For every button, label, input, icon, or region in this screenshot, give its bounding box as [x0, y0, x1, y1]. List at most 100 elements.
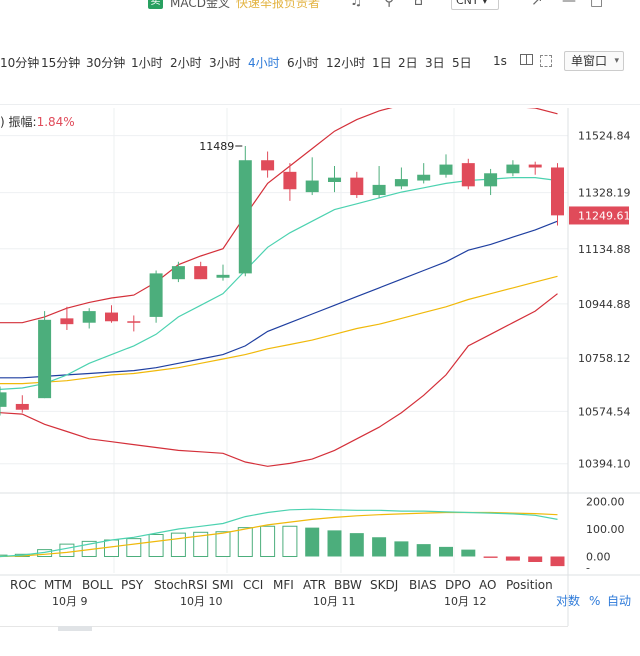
indicator-tab-smi[interactable]: SMI	[212, 578, 234, 592]
interval-bar: 10分钟 15分钟 30分钟 1小时 2小时 3小时 4小时 6小时 12小时 …	[0, 48, 640, 76]
split-view-icon[interactable]	[520, 54, 533, 65]
legend-amplitude: ) 振幅:1.84%	[0, 113, 75, 130]
bell-icon[interactable]: ♫	[350, 0, 363, 9]
search-icon[interactable]: ⚲	[384, 0, 395, 9]
candle-body	[149, 273, 163, 317]
indicator-tab-mtm[interactable]: MTM	[44, 578, 72, 592]
home-icon[interactable]: ⌂	[414, 0, 423, 9]
date-label: 10月 9	[52, 595, 88, 608]
candle-body	[194, 266, 208, 280]
interval-30m[interactable]: 30分钟	[86, 56, 126, 70]
macd-bar	[327, 530, 342, 557]
interval-15m[interactable]: 15分钟	[41, 56, 81, 70]
interval-3d[interactable]: 3日	[425, 56, 445, 70]
candle-body	[350, 177, 364, 196]
app-logo: 卖	[148, 0, 163, 9]
interval-2d[interactable]: 2日	[398, 56, 418, 70]
strategy-label[interactable]: MACD金叉	[170, 0, 230, 10]
macd-tick-label: -	[586, 562, 590, 575]
indicator-tab-bbw[interactable]: BBW	[334, 578, 362, 592]
macd-bar	[126, 538, 142, 557]
share-icon[interactable]: ↗	[531, 0, 543, 9]
scale-control-2[interactable]: 自动	[607, 594, 631, 608]
interval-1h[interactable]: 1小时	[131, 56, 163, 70]
macd-tick-label: 100.00	[586, 523, 625, 536]
chevron-down-icon: ▾	[614, 56, 619, 66]
candle-body	[305, 180, 319, 193]
indicator-tab-bias[interactable]: BIAS	[409, 578, 437, 592]
interval-5d[interactable]: 5日	[452, 56, 472, 70]
indicator-tab-atr[interactable]: ATR	[303, 578, 326, 592]
indicator-tab-boll[interactable]: BOLL	[82, 578, 113, 592]
macd-bar	[483, 556, 498, 558]
macd-bar	[237, 527, 253, 557]
candle-body	[38, 319, 52, 399]
candle-body	[506, 164, 520, 174]
interval-2h[interactable]: 2小时	[170, 56, 202, 70]
macd-dif-line	[0, 508, 558, 558]
time-scroll-thumb[interactable]	[58, 626, 92, 631]
candle-body	[461, 163, 475, 187]
macd-bar	[349, 533, 364, 557]
candle-body	[105, 312, 118, 322]
legend-prefix: )	[0, 115, 5, 129]
macd-bar	[416, 544, 431, 557]
current-price-label: 11249.61	[578, 209, 631, 222]
interval-6h[interactable]: 6小时	[287, 56, 319, 70]
scale-control-0[interactable]: 对数	[556, 593, 580, 608]
candle-body	[528, 164, 542, 168]
price-tick-label: 11134.88	[578, 243, 631, 256]
indicator-tab-position[interactable]: Position	[506, 578, 553, 592]
price-tick-label: 11328.19	[578, 187, 631, 200]
price-chart[interactable]: 11489 11524.84 11328.19 11134.88 10944.88 107…	[0, 108, 640, 626]
candle-body	[283, 171, 297, 190]
macd-bar	[148, 534, 164, 557]
candle-body	[261, 160, 275, 171]
macd-bar	[260, 525, 276, 557]
interval-1d[interactable]: 1日	[372, 56, 392, 70]
macd-bar	[439, 546, 453, 557]
indicator-tab-mfi[interactable]: MFI	[273, 578, 294, 592]
restore-icon[interactable]: □	[590, 0, 604, 9]
minimize-icon[interactable]: —	[562, 0, 576, 9]
macd-bar	[193, 531, 209, 557]
divider	[0, 104, 640, 105]
expand-icon[interactable]	[540, 55, 552, 67]
indicator-tab-psy[interactable]: PSY	[121, 578, 144, 592]
amplitude-value: 1.84%	[36, 115, 75, 129]
hint-text[interactable]: 快速举报负责者	[236, 0, 321, 10]
interval-4h[interactable]: 4小时	[248, 56, 280, 70]
interval-12h[interactable]: 12小时	[326, 56, 366, 70]
macd-bar	[550, 556, 565, 567]
date-label: 10月 10	[180, 595, 223, 608]
scale-control-1[interactable]: %	[589, 594, 600, 608]
candle-body	[82, 311, 96, 323]
boll-upper-line	[0, 108, 558, 324]
indicator-tab-stochrsi[interactable]: StochRSI	[154, 578, 207, 592]
indicator-tab-skdj[interactable]: SKDJ	[370, 578, 398, 592]
macd-bar	[528, 556, 543, 562]
boll-lower-line	[0, 293, 558, 467]
candle-body	[394, 179, 408, 187]
interval-1s[interactable]: 1s	[493, 54, 507, 68]
candle-body	[127, 321, 141, 323]
price-tick-label: 11524.84	[578, 130, 631, 143]
indicator-tab-roc[interactable]: ROC	[10, 578, 36, 592]
candle-body	[238, 160, 252, 274]
indicator-tab-dpo[interactable]: DPO	[445, 578, 471, 592]
indicator-tab-cci[interactable]: CCI	[243, 578, 263, 592]
indicator-tab-ao[interactable]: AO	[479, 578, 496, 592]
interval-10m[interactable]: 10分钟	[0, 56, 40, 70]
window-mode-select[interactable]: 单窗口 ▾	[564, 51, 624, 71]
current-price-badge	[569, 206, 629, 225]
window-mode-label: 单窗口	[571, 54, 608, 68]
macd-bar	[461, 549, 476, 557]
candle-body	[60, 318, 74, 325]
interval-3h[interactable]: 3小时	[209, 56, 241, 70]
macd-bar	[394, 541, 409, 557]
candle-body	[171, 266, 185, 280]
candle-body	[551, 167, 564, 216]
price-tick-label: 10758.12	[578, 352, 631, 365]
currency-select[interactable]: CNY ▾	[451, 0, 499, 10]
time-scroll-track[interactable]	[0, 626, 568, 627]
